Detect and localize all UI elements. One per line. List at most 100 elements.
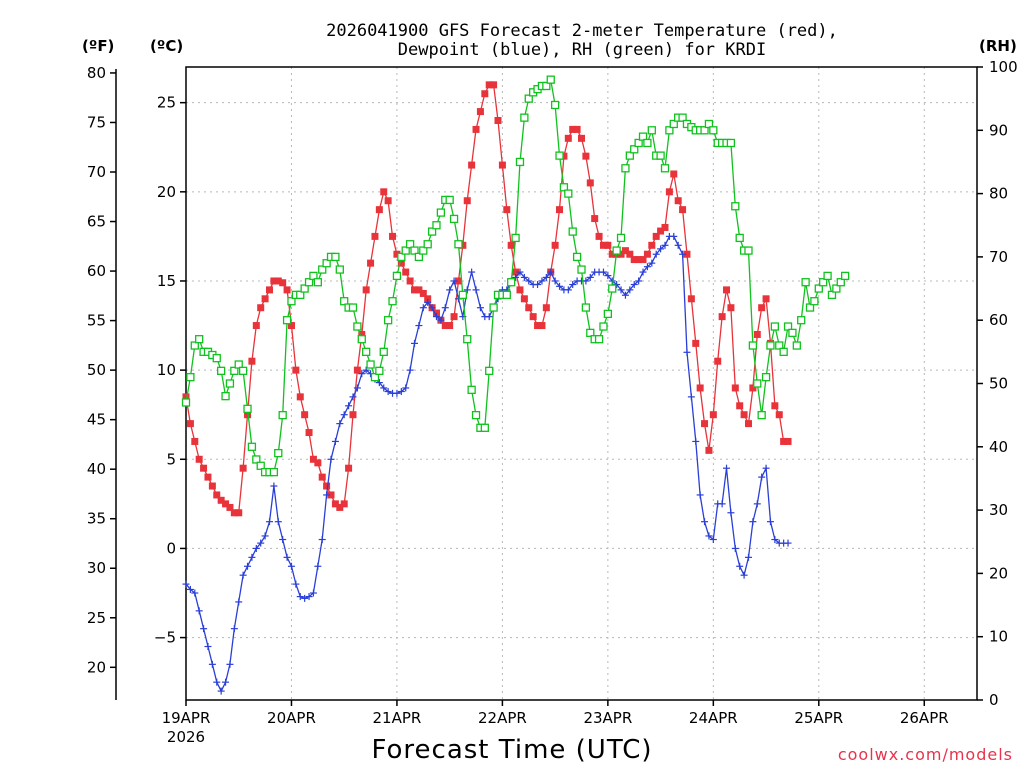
data-point-rh bbox=[704, 119, 714, 129]
data-point-dewpoint bbox=[534, 281, 542, 289]
x-tick-label: 21APR bbox=[373, 709, 422, 727]
data-point-temperature bbox=[516, 286, 524, 294]
data-point-dewpoint bbox=[766, 518, 774, 526]
data-point-temperature bbox=[617, 250, 625, 258]
data-point-temperature bbox=[569, 125, 577, 133]
data-point-rh bbox=[630, 145, 639, 154]
data-point-temperature bbox=[345, 464, 353, 472]
data-point-dewpoint bbox=[380, 384, 388, 392]
data-point-temperature bbox=[208, 482, 216, 490]
data-point-rh bbox=[788, 328, 797, 338]
x-tick-label: 22APR bbox=[478, 709, 527, 727]
data-point-dewpoint bbox=[762, 464, 770, 472]
data-point-rh bbox=[225, 379, 235, 388]
data-point-temperature bbox=[775, 411, 783, 419]
data-point-temperature bbox=[595, 232, 603, 240]
data-point-rh bbox=[296, 290, 305, 300]
data-point-rh bbox=[480, 423, 489, 432]
chart-title-line1: 2026041900 GFS Forecast 2-meter Temperat… bbox=[326, 21, 838, 41]
data-point-dewpoint bbox=[657, 245, 665, 253]
data-point-dewpoint bbox=[195, 607, 203, 615]
celsius-tick-label: 15 bbox=[157, 272, 176, 290]
data-point-dewpoint bbox=[749, 518, 757, 526]
data-point-rh bbox=[603, 309, 613, 319]
data-point-dewpoint bbox=[292, 580, 300, 588]
data-point-temperature bbox=[296, 393, 304, 401]
data-point-temperature bbox=[375, 206, 383, 214]
data-point-dewpoint bbox=[683, 348, 691, 356]
data-point-rh bbox=[608, 284, 617, 293]
data-point-temperature bbox=[639, 256, 647, 264]
data-point-rh bbox=[660, 164, 670, 173]
data-point-dewpoint bbox=[687, 393, 695, 401]
data-point-temperature bbox=[542, 304, 550, 312]
data-point-temperature bbox=[512, 268, 520, 276]
chart-title-line2: Dewpoint (blue), RH (green) for KRDI bbox=[398, 40, 766, 60]
data-point-temperature bbox=[446, 322, 454, 330]
data-point-dewpoint bbox=[393, 389, 401, 397]
data-point-rh bbox=[612, 246, 621, 255]
data-point-temperature bbox=[657, 227, 665, 235]
celsius-tick-label: 5 bbox=[166, 450, 176, 468]
data-point-temperature bbox=[230, 509, 238, 517]
data-point-temperature bbox=[336, 503, 344, 511]
data-point-temperature bbox=[362, 286, 370, 294]
data-point-dewpoint bbox=[261, 532, 269, 540]
data-point-temperature bbox=[305, 429, 313, 437]
data-point-temperature bbox=[217, 496, 225, 504]
fahrenheit-tick-label: 60 bbox=[87, 262, 106, 280]
data-point-dewpoint bbox=[191, 589, 199, 597]
data-point-temperature bbox=[679, 206, 687, 214]
data-point-dewpoint bbox=[542, 273, 550, 281]
data-point-temperature bbox=[459, 241, 467, 249]
data-point-rh bbox=[230, 366, 239, 375]
data-point-temperature bbox=[204, 473, 212, 481]
data-point-dewpoint bbox=[661, 241, 669, 249]
data-point-temperature bbox=[235, 509, 243, 517]
data-point-temperature bbox=[213, 491, 221, 499]
fahrenheit-tick-label: 70 bbox=[87, 163, 106, 181]
fahrenheit-tick-label: 25 bbox=[87, 609, 106, 627]
data-point-rh bbox=[181, 398, 191, 407]
data-point-temperature bbox=[424, 295, 432, 303]
data-point-temperature bbox=[599, 241, 607, 249]
data-point-dewpoint bbox=[336, 420, 344, 428]
data-point-dewpoint bbox=[604, 272, 612, 280]
data-point-dewpoint bbox=[204, 643, 212, 651]
data-point-dewpoint bbox=[402, 384, 410, 392]
data-point-rh bbox=[634, 138, 643, 148]
data-point-temperature bbox=[635, 256, 643, 264]
rh-tick-label: 50 bbox=[989, 375, 1008, 393]
data-point-dewpoint bbox=[731, 544, 739, 552]
data-point-rh bbox=[252, 455, 261, 464]
data-point-temperature bbox=[248, 357, 256, 365]
data-point-temperature bbox=[780, 437, 788, 445]
data-point-rh bbox=[805, 303, 815, 312]
data-point-rh bbox=[616, 233, 626, 243]
data-point-dewpoint bbox=[556, 282, 564, 290]
data-point-dewpoint bbox=[318, 536, 326, 544]
data-point-rh bbox=[247, 442, 257, 451]
data-point-dewpoint bbox=[200, 625, 208, 633]
data-point-rh bbox=[546, 75, 555, 84]
data-point-temperature bbox=[503, 206, 511, 214]
data-point-temperature bbox=[731, 384, 739, 392]
data-point-rh bbox=[700, 126, 709, 135]
rh-tick-label: 40 bbox=[989, 438, 1008, 456]
data-point-temperature bbox=[723, 286, 731, 294]
axes bbox=[110, 66, 983, 706]
series-1 bbox=[182, 232, 792, 695]
data-point-dewpoint bbox=[784, 539, 792, 547]
data-point-dewpoint bbox=[186, 585, 194, 593]
data-point-rh bbox=[212, 354, 221, 363]
data-point-rh bbox=[318, 265, 327, 274]
data-point-rh bbox=[783, 322, 793, 331]
data-point-dewpoint bbox=[652, 250, 660, 258]
data-point-rh bbox=[726, 138, 736, 148]
data-point-rh bbox=[269, 467, 279, 477]
data-point-temperature bbox=[406, 277, 414, 285]
data-point-rh bbox=[458, 290, 468, 300]
data-point-rh bbox=[300, 284, 309, 293]
data-point-temperature bbox=[578, 134, 585, 142]
